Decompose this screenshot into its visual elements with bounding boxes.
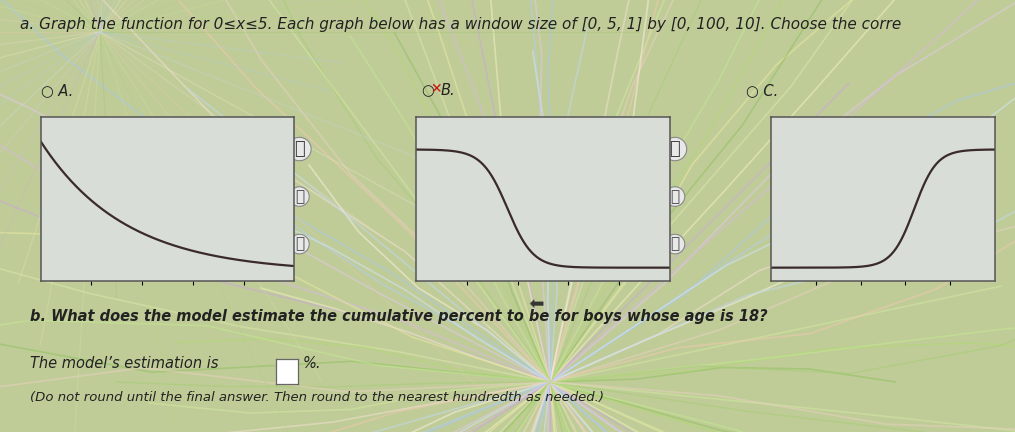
Text: ○ A.: ○ A. <box>41 83 73 98</box>
Text: ⧉: ⧉ <box>295 237 303 251</box>
Text: ⌕: ⌕ <box>671 189 679 204</box>
Text: B.: B. <box>441 83 455 98</box>
Text: ○: ○ <box>421 83 434 98</box>
Text: ⌕: ⌕ <box>295 189 303 204</box>
Text: ⬈: ⬈ <box>524 289 548 312</box>
Text: ✕: ✕ <box>430 83 442 96</box>
Text: ⧉: ⧉ <box>671 237 679 251</box>
Text: (Do not round until the final answer. Then round to the nearest hundredth as nee: (Do not round until the final answer. Th… <box>30 391 605 404</box>
Text: ⌕: ⌕ <box>670 140 680 158</box>
Text: ○ C.: ○ C. <box>746 83 779 98</box>
Text: b. What does the model estimate the cumulative percent to be for boys whose age : b. What does the model estimate the cumu… <box>30 309 768 324</box>
Text: ⌕: ⌕ <box>294 140 304 158</box>
Text: The model’s estimation is: The model’s estimation is <box>30 356 223 372</box>
Text: a. Graph the function for 0≤x≤5. Each graph below has a window size of [0, 5, 1]: a. Graph the function for 0≤x≤5. Each gr… <box>20 17 901 32</box>
Text: %.: %. <box>302 356 321 372</box>
